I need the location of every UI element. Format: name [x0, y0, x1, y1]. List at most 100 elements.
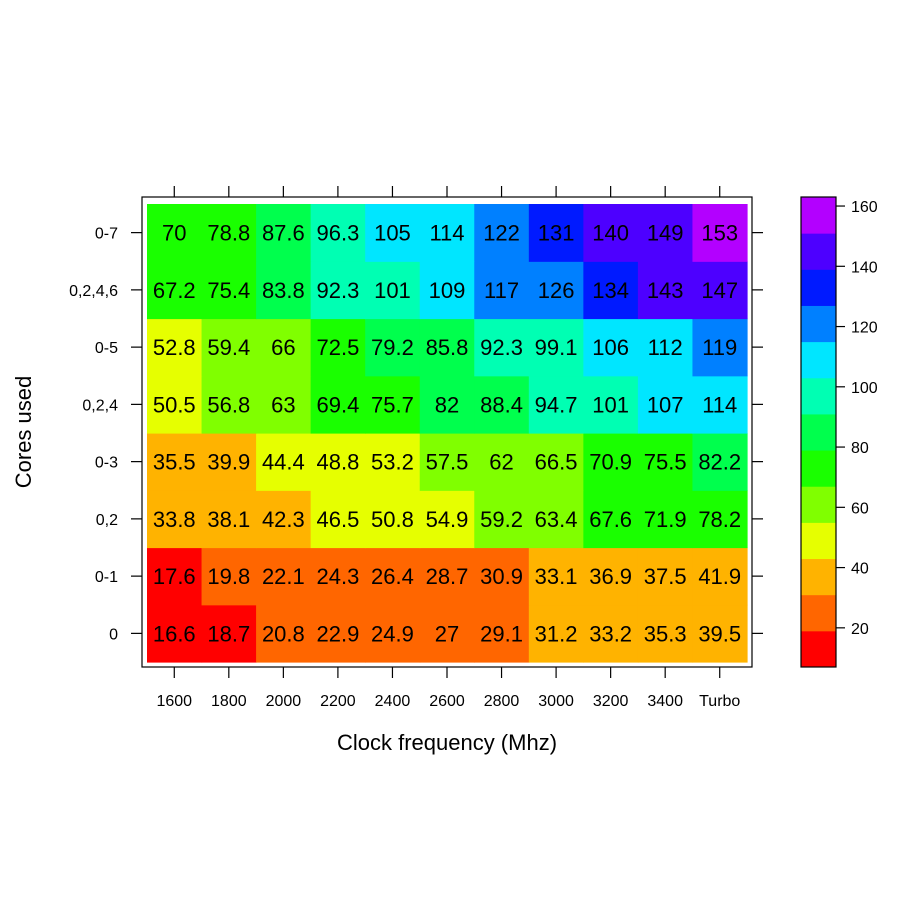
color-key-segment [801, 341, 836, 379]
x-tick-label: 1800 [211, 693, 247, 710]
heatmap-cell-label: 101 [592, 392, 629, 417]
heatmap-cell [419, 547, 475, 606]
heatmap-cell-label: 30.9 [480, 564, 523, 589]
heatmap-cell [365, 318, 421, 377]
y-tick-label: 0-5 [95, 340, 118, 357]
color-key-segment [801, 197, 836, 234]
heatmap-cell-label: 66 [271, 335, 295, 360]
heatmap-cell [637, 375, 694, 434]
heatmap-cell [474, 318, 530, 377]
heatmap-cell-label: 24.3 [316, 564, 359, 589]
heatmap-cell-label: 54.9 [426, 507, 469, 532]
x-tick-label: 3400 [647, 693, 683, 710]
x-tick-label: 3200 [593, 693, 629, 710]
heatmap-cell [474, 204, 530, 262]
heatmap-cell [310, 433, 366, 491]
heatmap-cell-label: 24.9 [371, 621, 414, 646]
heatmap-cell [310, 547, 366, 606]
heatmap-cell-label: 35.3 [644, 621, 687, 646]
color-key-segment [801, 594, 836, 632]
heatmap-cell [637, 318, 694, 377]
heatmap-cell-label: 56.8 [207, 392, 250, 417]
heatmap-cell [256, 318, 312, 377]
heatmap-cell-label: 149 [647, 221, 684, 246]
color-key-segment [801, 522, 836, 560]
heatmap-cell-label: 53.2 [371, 450, 414, 475]
heatmap-cell-label: 38.1 [207, 507, 250, 532]
heatmap-cell-label: 19.8 [207, 564, 250, 589]
heatmap-cell-label: 69.4 [316, 392, 359, 417]
heatmap-cell [528, 375, 584, 434]
heatmap-cell-label: 28.7 [426, 564, 469, 589]
heatmap-cell-label: 27 [435, 621, 459, 646]
heatmap-cell [692, 318, 748, 377]
heatmap-cell [256, 490, 312, 549]
heatmap-cell-label: 41.9 [698, 564, 741, 589]
heatmap-cell [637, 204, 694, 262]
heatmap-cell-label: 36.9 [589, 564, 632, 589]
color-key-segment [801, 558, 836, 596]
heatmap-cell [474, 490, 530, 549]
heatmap-cell [583, 433, 639, 491]
heatmap-cell [692, 375, 748, 434]
y-tick-label: 0-3 [95, 455, 118, 472]
y-tick-label: 0-1 [95, 569, 118, 586]
heatmap-cell-label: 44.4 [262, 450, 305, 475]
x-tick-label: 2400 [375, 693, 411, 710]
heatmap-cell-label: 46.5 [316, 507, 359, 532]
heatmap-cell-label: 42.3 [262, 507, 305, 532]
y-tick-label: 0,2,4 [82, 397, 118, 414]
heatmap-cell-label: 75.7 [371, 392, 414, 417]
heatmap-cell-label: 112 [648, 335, 683, 360]
heatmap-cell [637, 433, 694, 491]
heatmap-cell [583, 547, 639, 606]
heatmap-cell-label: 22.1 [262, 564, 305, 589]
color-key-label: 160 [851, 199, 878, 216]
heatmap-cell-label: 147 [701, 278, 738, 303]
heatmap-cell-label: 70.9 [589, 450, 632, 475]
heatmap-cell-label: 94.7 [535, 392, 578, 417]
heatmap-cell-label: 20.8 [262, 621, 305, 646]
heatmap-cell-label: 39.9 [207, 450, 250, 475]
heatmap-cell-label: 31.2 [535, 621, 578, 646]
heatmap-cell [310, 604, 366, 663]
heatmap-cell-label: 26.4 [371, 564, 414, 589]
color-key-segment [801, 233, 836, 270]
heatmap-cell-label: 117 [484, 278, 519, 303]
color-key-segment [801, 450, 836, 487]
heatmap-cell [637, 547, 694, 606]
heatmap-cell [419, 375, 475, 434]
heatmap-cell [365, 261, 421, 320]
heatmap-cell-label: 75.5 [644, 450, 687, 475]
heatmap-cell-label: 119 [702, 335, 737, 360]
heatmap-cell [201, 204, 257, 262]
heatmap-cell [419, 604, 475, 663]
heatmap-cell [147, 375, 203, 434]
heatmap-cell [201, 604, 257, 663]
heatmap-cell-label: 33.8 [153, 507, 196, 532]
heatmap-cell-label: 106 [592, 335, 629, 360]
heatmap-cell-label: 70 [162, 221, 186, 246]
heatmap-cell-label: 59.4 [207, 335, 250, 360]
x-tick-label: 2000 [266, 693, 302, 710]
color-key-label: 120 [851, 320, 878, 337]
heatmap-cell-label: 71.9 [644, 507, 687, 532]
heatmap-cell [474, 547, 530, 606]
heatmap-cell [256, 433, 312, 491]
heatmap-cell [419, 261, 475, 320]
heatmap-cell [201, 261, 257, 320]
heatmap-cell [583, 318, 639, 377]
x-tick-label: 3000 [538, 693, 574, 710]
heatmap-cell [147, 261, 203, 320]
heatmap-cell [256, 604, 312, 663]
x-tick-label: 2600 [429, 693, 465, 710]
heatmap-cell-label: 16.6 [153, 621, 196, 646]
heatmap-cell-label: 134 [592, 278, 629, 303]
heatmap-cells [147, 204, 748, 663]
heatmap-cell-label: 101 [374, 278, 411, 303]
heatmap-cell [419, 433, 475, 491]
heatmap-cell [692, 433, 748, 491]
heatmap-cell [692, 490, 748, 549]
